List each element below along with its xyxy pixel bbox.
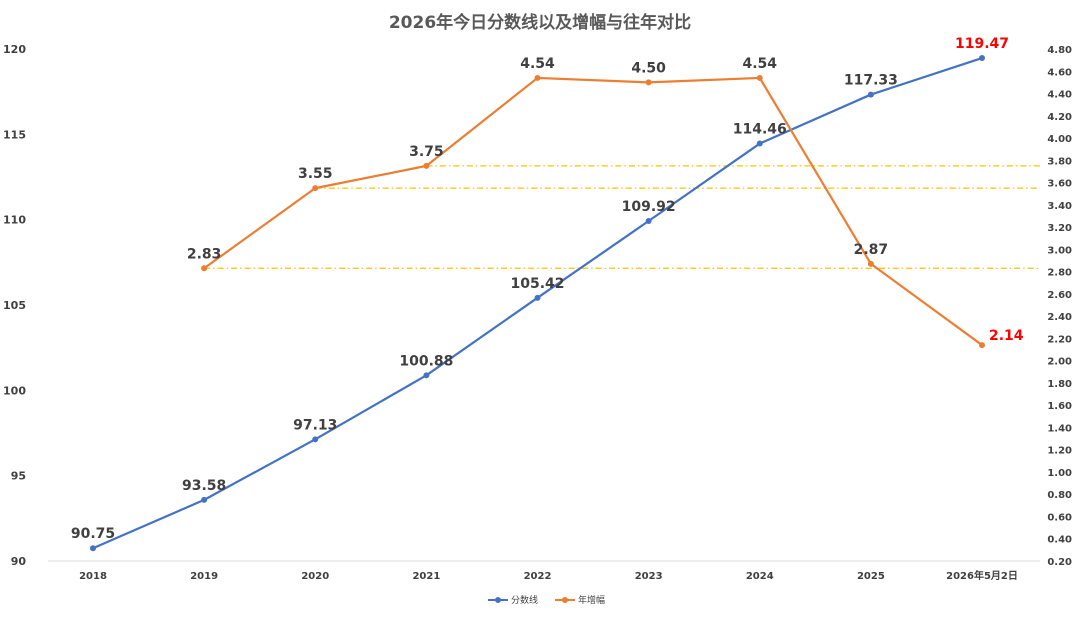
x-tick-label: 2019: [190, 571, 218, 582]
data-point: [756, 74, 763, 81]
left-tick-label: 95: [11, 470, 26, 483]
reference-lines: [204, 165, 1040, 269]
x-axis: 2018 2019 2020 2021 2022 2023 2024 2025 2026年5月2…: [48, 560, 1040, 582]
right-tick-label: 1.80: [1047, 379, 1072, 390]
x-tick-label: 2023: [635, 571, 663, 582]
x-tick-label: 2024: [746, 571, 774, 582]
right-tick-label: 1.60: [1047, 401, 1072, 412]
left-y-axis: 90 95 100 105 110 115 120: [3, 43, 26, 568]
series-layer: [90, 55, 985, 552]
x-tick-label: 2018: [79, 571, 107, 582]
right-tick-label: 3.00: [1047, 245, 1072, 256]
data-label: 4.54: [742, 56, 777, 72]
right-tick-label: 4.40: [1047, 90, 1072, 101]
legend-marker: [495, 597, 501, 603]
right-tick-label: 1.20: [1047, 446, 1072, 457]
legend-marker: [562, 597, 568, 603]
right-tick-label: 3.60: [1047, 179, 1072, 190]
data-label: 119.47: [955, 36, 1009, 52]
data-label: 2.14: [989, 328, 1024, 344]
right-tick-label: 0.80: [1047, 490, 1072, 501]
data-label: 105.42: [510, 276, 564, 292]
right-tick-label: 2.60: [1047, 290, 1072, 301]
legend-label: 年增幅: [578, 594, 605, 606]
x-tick-label: 2025: [857, 571, 885, 582]
data-labels: 90.75 93.58 97.13 100.88 105.42 109.92 114.46 1…: [71, 36, 1024, 542]
x-tick-label: 2022: [524, 571, 552, 582]
data-label: 117.33: [844, 73, 898, 89]
data-point: [423, 372, 430, 379]
data-point: [979, 55, 985, 62]
right-tick-label: 4.20: [1047, 112, 1072, 123]
data-label: 100.88: [399, 353, 453, 369]
left-tick-label: 120: [3, 43, 26, 56]
data-point: [423, 162, 430, 169]
x-tick-label: 2020: [301, 571, 329, 582]
data-point: [201, 265, 208, 272]
right-tick-label: 4.80: [1047, 45, 1072, 56]
data-point: [534, 294, 541, 301]
series-line: [92, 57, 983, 550]
data-point: [312, 436, 319, 443]
right-tick-label: 0.40: [1047, 535, 1072, 546]
data-label: 4.54: [520, 56, 555, 72]
data-point: [201, 496, 208, 503]
right-tick-label: 2.80: [1047, 268, 1072, 279]
data-point: [312, 185, 319, 192]
right-tick-label: 4.60: [1047, 67, 1072, 78]
right-tick-label: 3.40: [1047, 201, 1072, 212]
right-tick-label: 3.20: [1047, 223, 1072, 234]
data-point: [979, 342, 985, 349]
series-line: [203, 76, 983, 346]
data-label: 93.58: [182, 478, 226, 494]
data-point: [756, 140, 763, 147]
data-label: 90.75: [71, 526, 115, 542]
data-label: 4.50: [631, 60, 666, 76]
right-tick-label: 2.40: [1047, 312, 1072, 323]
left-tick-label: 90: [11, 555, 27, 568]
x-tick-label: 2026年5月2日: [946, 569, 1018, 582]
data-label: 3.75: [409, 144, 444, 160]
data-label: 2.87: [854, 242, 889, 258]
right-tick-label: 2.00: [1047, 357, 1072, 368]
chart-title: 2026年今日分数线以及增幅与往年对比: [389, 12, 691, 33]
right-y-axis: 0.20 0.40 0.60 0.80 1.00 1.20 1.40 1.60 1.80 2.00…: [1047, 45, 1072, 568]
data-point: [90, 545, 96, 552]
right-tick-label: 1.00: [1047, 468, 1072, 479]
right-tick-label: 2.20: [1047, 334, 1072, 345]
left-tick-label: 115: [3, 128, 26, 141]
left-tick-label: 110: [3, 214, 26, 227]
right-tick-label: 0.20: [1047, 557, 1072, 568]
right-tick-label: 0.60: [1047, 512, 1072, 523]
legend: 分数线 年增幅: [488, 594, 605, 606]
data-point: [534, 74, 541, 81]
right-tick-label: 1.40: [1047, 423, 1072, 434]
x-tick-label: 2021: [412, 571, 440, 582]
data-label: 114.46: [733, 122, 787, 138]
data-label: 97.13: [293, 417, 337, 433]
left-tick-label: 105: [3, 299, 26, 312]
data-point: [867, 91, 874, 98]
data-point: [867, 260, 874, 267]
data-point: [645, 79, 652, 86]
data-label: 3.55: [298, 166, 333, 182]
right-tick-label: 4.00: [1047, 134, 1072, 145]
legend-label: 分数线: [511, 594, 538, 606]
right-tick-label: 3.80: [1047, 156, 1072, 167]
left-tick-label: 100: [3, 384, 26, 397]
data-label: 2.83: [187, 246, 222, 262]
data-point: [645, 218, 652, 225]
data-label: 109.92: [622, 199, 676, 215]
